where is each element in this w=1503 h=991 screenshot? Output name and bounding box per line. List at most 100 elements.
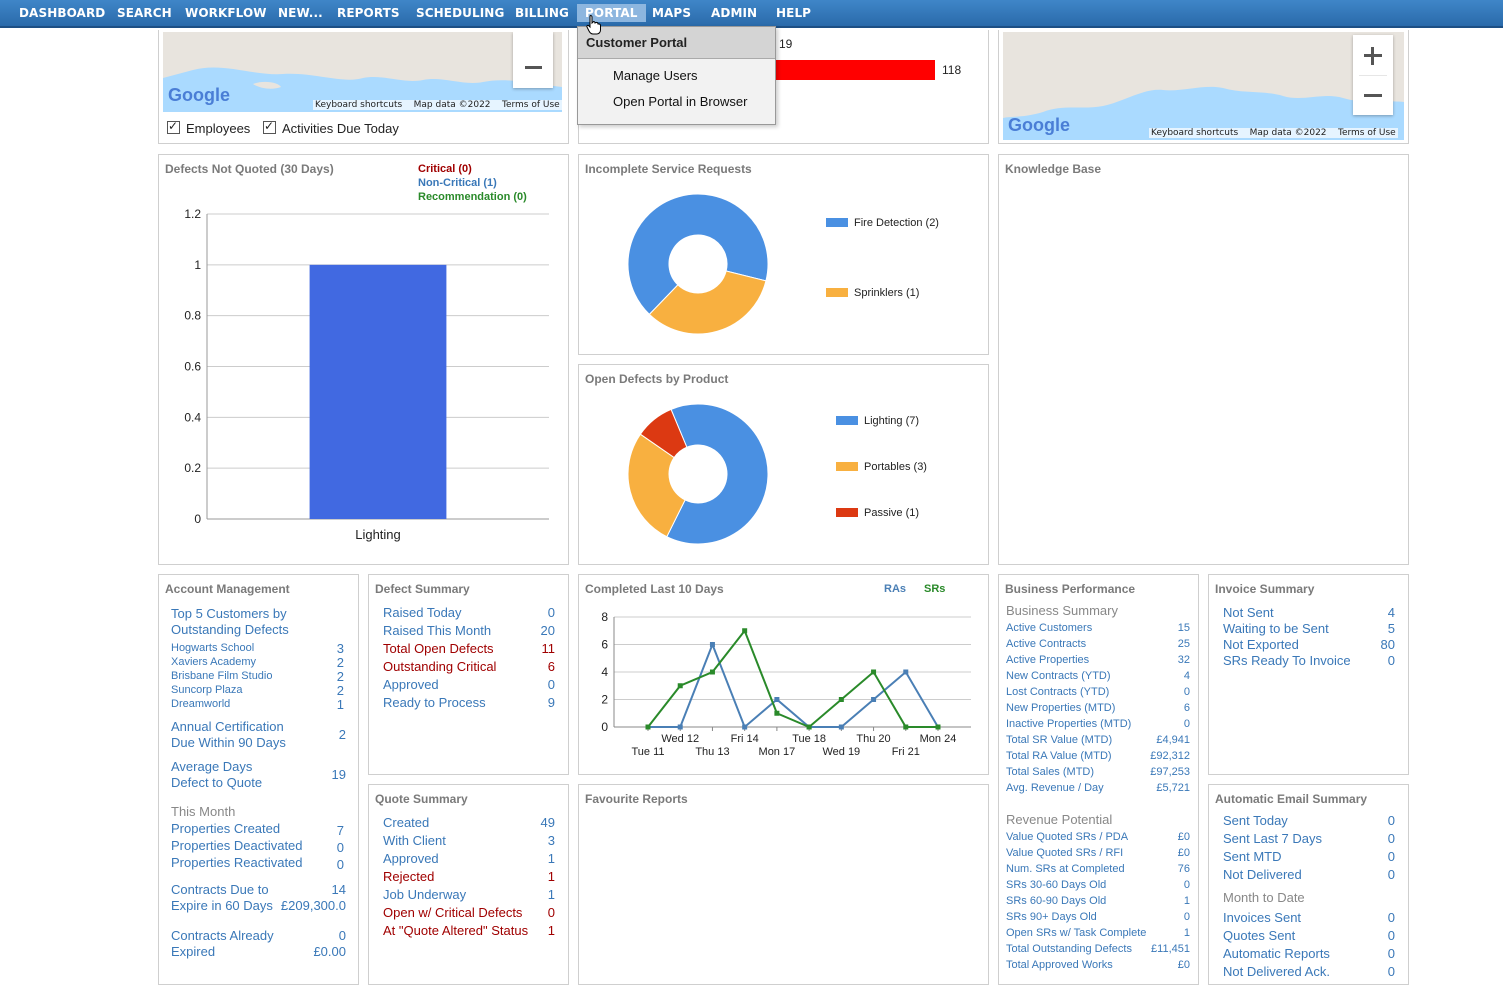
customer-name[interactable]: Suncorp Plaza [171,684,243,696]
point-ras[interactable] [774,697,780,702]
customer-name[interactable]: Hogwarts School [171,642,255,654]
metric-label[interactable]: Defect to Quote [171,775,263,790]
row-label[interactable]: Total Sales (MTD) [1006,766,1095,778]
metric-label[interactable]: Contracts Already [171,928,274,943]
summary-row[interactable]: SRs Ready To Invoice 0 [1223,653,1395,669]
top5-label[interactable]: Top 5 Customers by [171,606,287,621]
map-right[interactable]: Google Keyboard shortcuts Map data ©2022… [1003,32,1404,140]
row-label[interactable]: Automatic Reports [1223,946,1330,961]
row-value[interactable]: 9 [547,695,555,710]
row-value[interactable]: £4,941 [1156,734,1190,746]
summary-row[interactable]: Active Contracts 25 [1006,638,1190,654]
row-value[interactable]: £0 [1177,847,1190,859]
row-label[interactable]: Total RA Value (MTD) [1006,750,1112,762]
summary-row[interactable]: Active Customers 15 [1006,622,1190,638]
summary-row[interactable]: Quotes Sent 0 [1223,928,1395,946]
nav-help[interactable]: HELP [776,6,812,20]
row-value[interactable]: 32 [1177,654,1190,666]
summary-row[interactable]: New Properties (MTD) 6 [1006,702,1190,718]
customer-value[interactable]: 2 [336,669,344,684]
summary-row[interactable]: Raised Today 0 [383,605,555,623]
row-label[interactable]: Raised Today [383,605,462,620]
summary-row[interactable]: Created 49 [383,815,555,833]
customer-value[interactable]: 2 [336,655,344,670]
row-label[interactable]: Open w/ Critical Defects [383,905,523,920]
row-value[interactable]: 0 [547,677,555,692]
summary-row[interactable]: Value Quoted SRs / PDA £0 [1006,831,1190,847]
row-label[interactable]: Created [383,815,430,830]
row-label[interactable]: Lost Contracts (YTD) [1006,686,1110,698]
row-label[interactable]: Not Delivered Ack. [1223,964,1330,979]
point-ras[interactable] [871,697,877,702]
summary-row[interactable]: Total Open Defects 11 [383,641,555,659]
keyboard-shortcuts-link[interactable]: Keyboard shortcuts [315,100,403,110]
row-value[interactable]: 0 [336,857,344,872]
row-label[interactable]: Quotes Sent [1223,928,1296,943]
summary-row[interactable]: Automatic Reports 0 [1223,946,1395,964]
summary-row[interactable]: Outstanding Critical 6 [383,659,555,677]
summary-row[interactable]: Not Delivered Ack. 0 [1223,964,1395,982]
row-label[interactable]: SRs Ready To Invoice [1223,653,1351,668]
summary-row[interactable]: Sent Today 0 [1223,813,1395,831]
row-label[interactable]: Waiting to be Sent [1223,621,1329,636]
row-value[interactable]: 0 [1387,813,1395,828]
checkbox-box[interactable]: ✓ [167,119,180,134]
row-label[interactable]: Active Customers [1006,622,1093,634]
point-ras[interactable] [903,669,909,675]
row-value[interactable]: 1 [1183,895,1190,907]
point-srs[interactable] [742,628,748,634]
point-srs[interactable] [709,669,715,675]
nav-dashboard[interactable]: DASHBOARD [19,6,106,20]
row-label[interactable]: At "Quote Altered" Status [383,923,529,938]
point-srs[interactable] [677,683,683,689]
row-label[interactable]: Total SR Value (MTD) [1006,734,1113,746]
row-label[interactable]: Not Delivered [1223,867,1302,882]
row-label[interactable]: Num. SRs at Completed [1006,863,1125,875]
row-value[interactable]: 1 [547,869,555,884]
row-value[interactable]: 0 [1387,964,1395,979]
slice-lighting-[interactable] [666,403,769,545]
row-value[interactable]: 0 [1387,653,1395,668]
nav-maps[interactable]: MAPS [652,6,692,20]
summary-row[interactable]: Inactive Properties (MTD) 0 [1006,718,1190,734]
summary-row[interactable]: Approved 0 [383,677,555,695]
checkbox-box[interactable]: ✓ [263,119,276,134]
row-label[interactable]: Value Quoted SRs / PDA [1006,831,1129,843]
nav-scheduling[interactable]: SCHEDULING [416,6,505,20]
customer-name[interactable]: Dreamworld [171,698,231,710]
row-label[interactable]: New Contracts (YTD) [1006,670,1111,682]
customer-value[interactable]: 3 [336,641,344,656]
point-srs[interactable] [935,724,941,730]
row-label[interactable]: Open SRs w/ Task Complete [1006,927,1147,939]
row-label[interactable]: Total Outstanding Defects [1006,943,1132,955]
metric-label[interactable]: Contracts Due to [171,882,269,897]
row-label[interactable]: Invoices Sent [1223,910,1302,925]
row-label[interactable]: Inactive Properties (MTD) [1006,718,1132,730]
customer-value[interactable]: 2 [336,683,344,698]
row-value[interactable]: 25 [1177,638,1190,650]
nav-portal[interactable]: PORTAL [577,4,646,22]
summary-row[interactable]: Rejected 1 [383,869,555,887]
nav-billing[interactable]: BILLING [515,6,569,20]
row-label[interactable]: Not Sent [1223,605,1274,620]
row-label[interactable]: Rejected [383,869,435,884]
slice-fire-detection-[interactable] [627,193,769,316]
row-value[interactable]: 0 [336,840,344,855]
customer-row[interactable]: Dreamworld 1 [171,697,344,712]
row-label[interactable]: SRs 90+ Days Old [1006,911,1097,923]
checkbox-employees[interactable]: ✓ Employees [167,119,250,136]
row-value[interactable]: 0 [1387,946,1395,961]
customer-name[interactable]: Brisbane Film Studio [171,670,273,682]
row-value[interactable]: 4 [1387,605,1395,620]
metric-value[interactable]: 19 [331,767,346,782]
nav-search[interactable]: SEARCH [117,6,172,20]
row-label[interactable]: Sent Today [1223,813,1288,828]
summary-row[interactable]: Sent MTD 0 [1223,849,1395,867]
point-ras[interactable] [742,724,748,730]
metric-label[interactable]: Average Days [171,759,253,774]
keyboard-shortcuts-link[interactable]: Keyboard shortcuts [1151,128,1239,138]
customer-row[interactable]: Suncorp Plaza 2 [171,683,344,698]
row-label[interactable]: Active Properties [1006,654,1090,666]
summary-row[interactable]: Total SR Value (MTD) £4,941 [1006,734,1190,750]
row-label[interactable]: Value Quoted SRs / RFI [1006,847,1124,859]
